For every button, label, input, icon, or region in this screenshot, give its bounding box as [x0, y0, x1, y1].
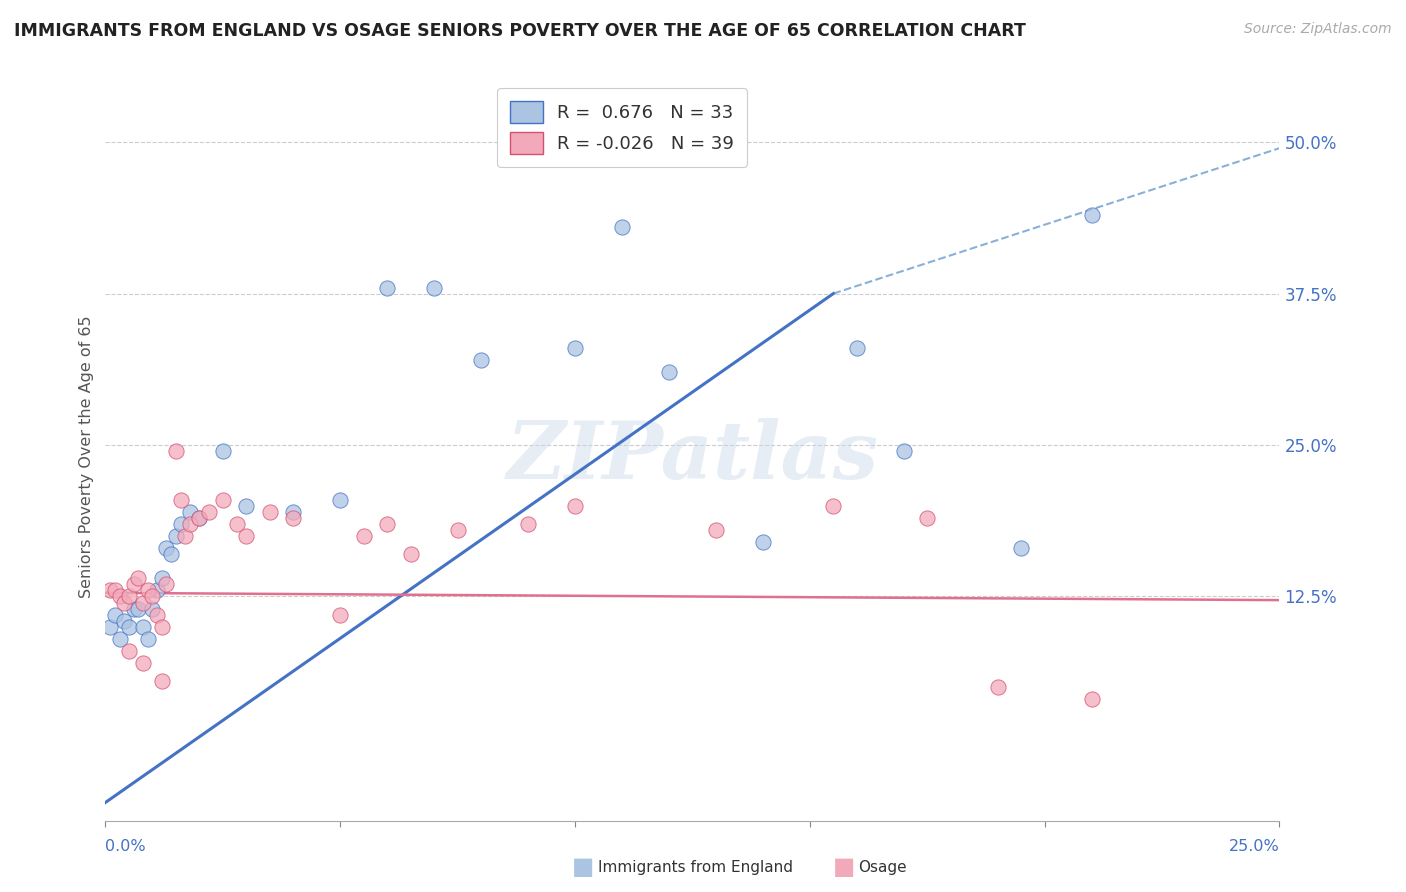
Point: [188, 510, 211, 524]
Point: [146, 607, 169, 622]
Text: ZIPatlas: ZIPatlas: [506, 418, 879, 496]
Point: [658, 365, 681, 379]
Point: [235, 499, 257, 513]
Point: [118, 644, 141, 658]
Point: [447, 523, 470, 537]
Point: [155, 541, 177, 555]
Point: [179, 516, 201, 531]
Point: [155, 577, 177, 591]
Point: [211, 444, 233, 458]
Point: [112, 596, 135, 610]
Point: [150, 620, 173, 634]
Point: [132, 656, 155, 670]
Point: [610, 219, 633, 234]
Point: [375, 280, 398, 294]
Point: [150, 674, 173, 689]
Point: [108, 590, 131, 604]
Point: [169, 516, 191, 531]
Point: [122, 601, 145, 615]
Point: [118, 620, 141, 634]
Point: [823, 499, 845, 513]
Text: 25.0%: 25.0%: [1229, 838, 1279, 854]
Point: [1080, 692, 1102, 706]
Text: 0.0%: 0.0%: [105, 838, 146, 854]
Point: [259, 505, 281, 519]
Point: [132, 596, 155, 610]
Point: [165, 529, 187, 543]
Point: [98, 583, 121, 598]
Point: [112, 614, 135, 628]
Point: [564, 341, 586, 355]
Point: [179, 505, 201, 519]
Point: [104, 583, 127, 598]
Point: [174, 529, 197, 543]
Point: [226, 516, 249, 531]
Text: ■: ■: [832, 855, 855, 879]
Point: [917, 510, 939, 524]
Point: [127, 571, 149, 585]
Point: [160, 547, 183, 561]
Point: [98, 620, 121, 634]
Point: [188, 510, 211, 524]
Text: Immigrants from England: Immigrants from England: [598, 860, 793, 874]
Point: [122, 577, 145, 591]
Point: [165, 444, 187, 458]
Point: [136, 583, 159, 598]
Point: [118, 590, 141, 604]
Text: Osage: Osage: [858, 860, 907, 874]
Point: [1010, 541, 1032, 555]
Point: [235, 529, 257, 543]
Point: [399, 547, 422, 561]
Point: [283, 505, 305, 519]
Point: [564, 499, 586, 513]
Point: [752, 535, 775, 549]
Point: [1080, 208, 1102, 222]
Point: [108, 632, 131, 646]
Point: [987, 681, 1010, 695]
Point: [353, 529, 375, 543]
Point: [197, 505, 219, 519]
Point: [329, 492, 352, 507]
Point: [423, 280, 446, 294]
Point: [150, 571, 173, 585]
Point: [517, 516, 540, 531]
Text: IMMIGRANTS FROM ENGLAND VS OSAGE SENIORS POVERTY OVER THE AGE OF 65 CORRELATION : IMMIGRANTS FROM ENGLAND VS OSAGE SENIORS…: [14, 22, 1026, 40]
Point: [470, 353, 492, 368]
Point: [704, 523, 727, 537]
Y-axis label: Seniors Poverty Over the Age of 65: Seniors Poverty Over the Age of 65: [79, 316, 94, 599]
Point: [127, 601, 149, 615]
Legend: R =  0.676   N = 33, R = -0.026   N = 39: R = 0.676 N = 33, R = -0.026 N = 39: [498, 88, 747, 167]
Text: ■: ■: [572, 855, 595, 879]
Point: [845, 341, 868, 355]
Point: [146, 583, 169, 598]
Point: [375, 516, 398, 531]
Point: [104, 607, 127, 622]
Point: [211, 492, 233, 507]
Point: [132, 620, 155, 634]
Point: [329, 607, 352, 622]
Point: [283, 510, 305, 524]
Point: [141, 590, 163, 604]
Point: [893, 444, 915, 458]
Point: [136, 632, 159, 646]
Point: [141, 601, 163, 615]
Text: Source: ZipAtlas.com: Source: ZipAtlas.com: [1244, 22, 1392, 37]
Point: [169, 492, 191, 507]
